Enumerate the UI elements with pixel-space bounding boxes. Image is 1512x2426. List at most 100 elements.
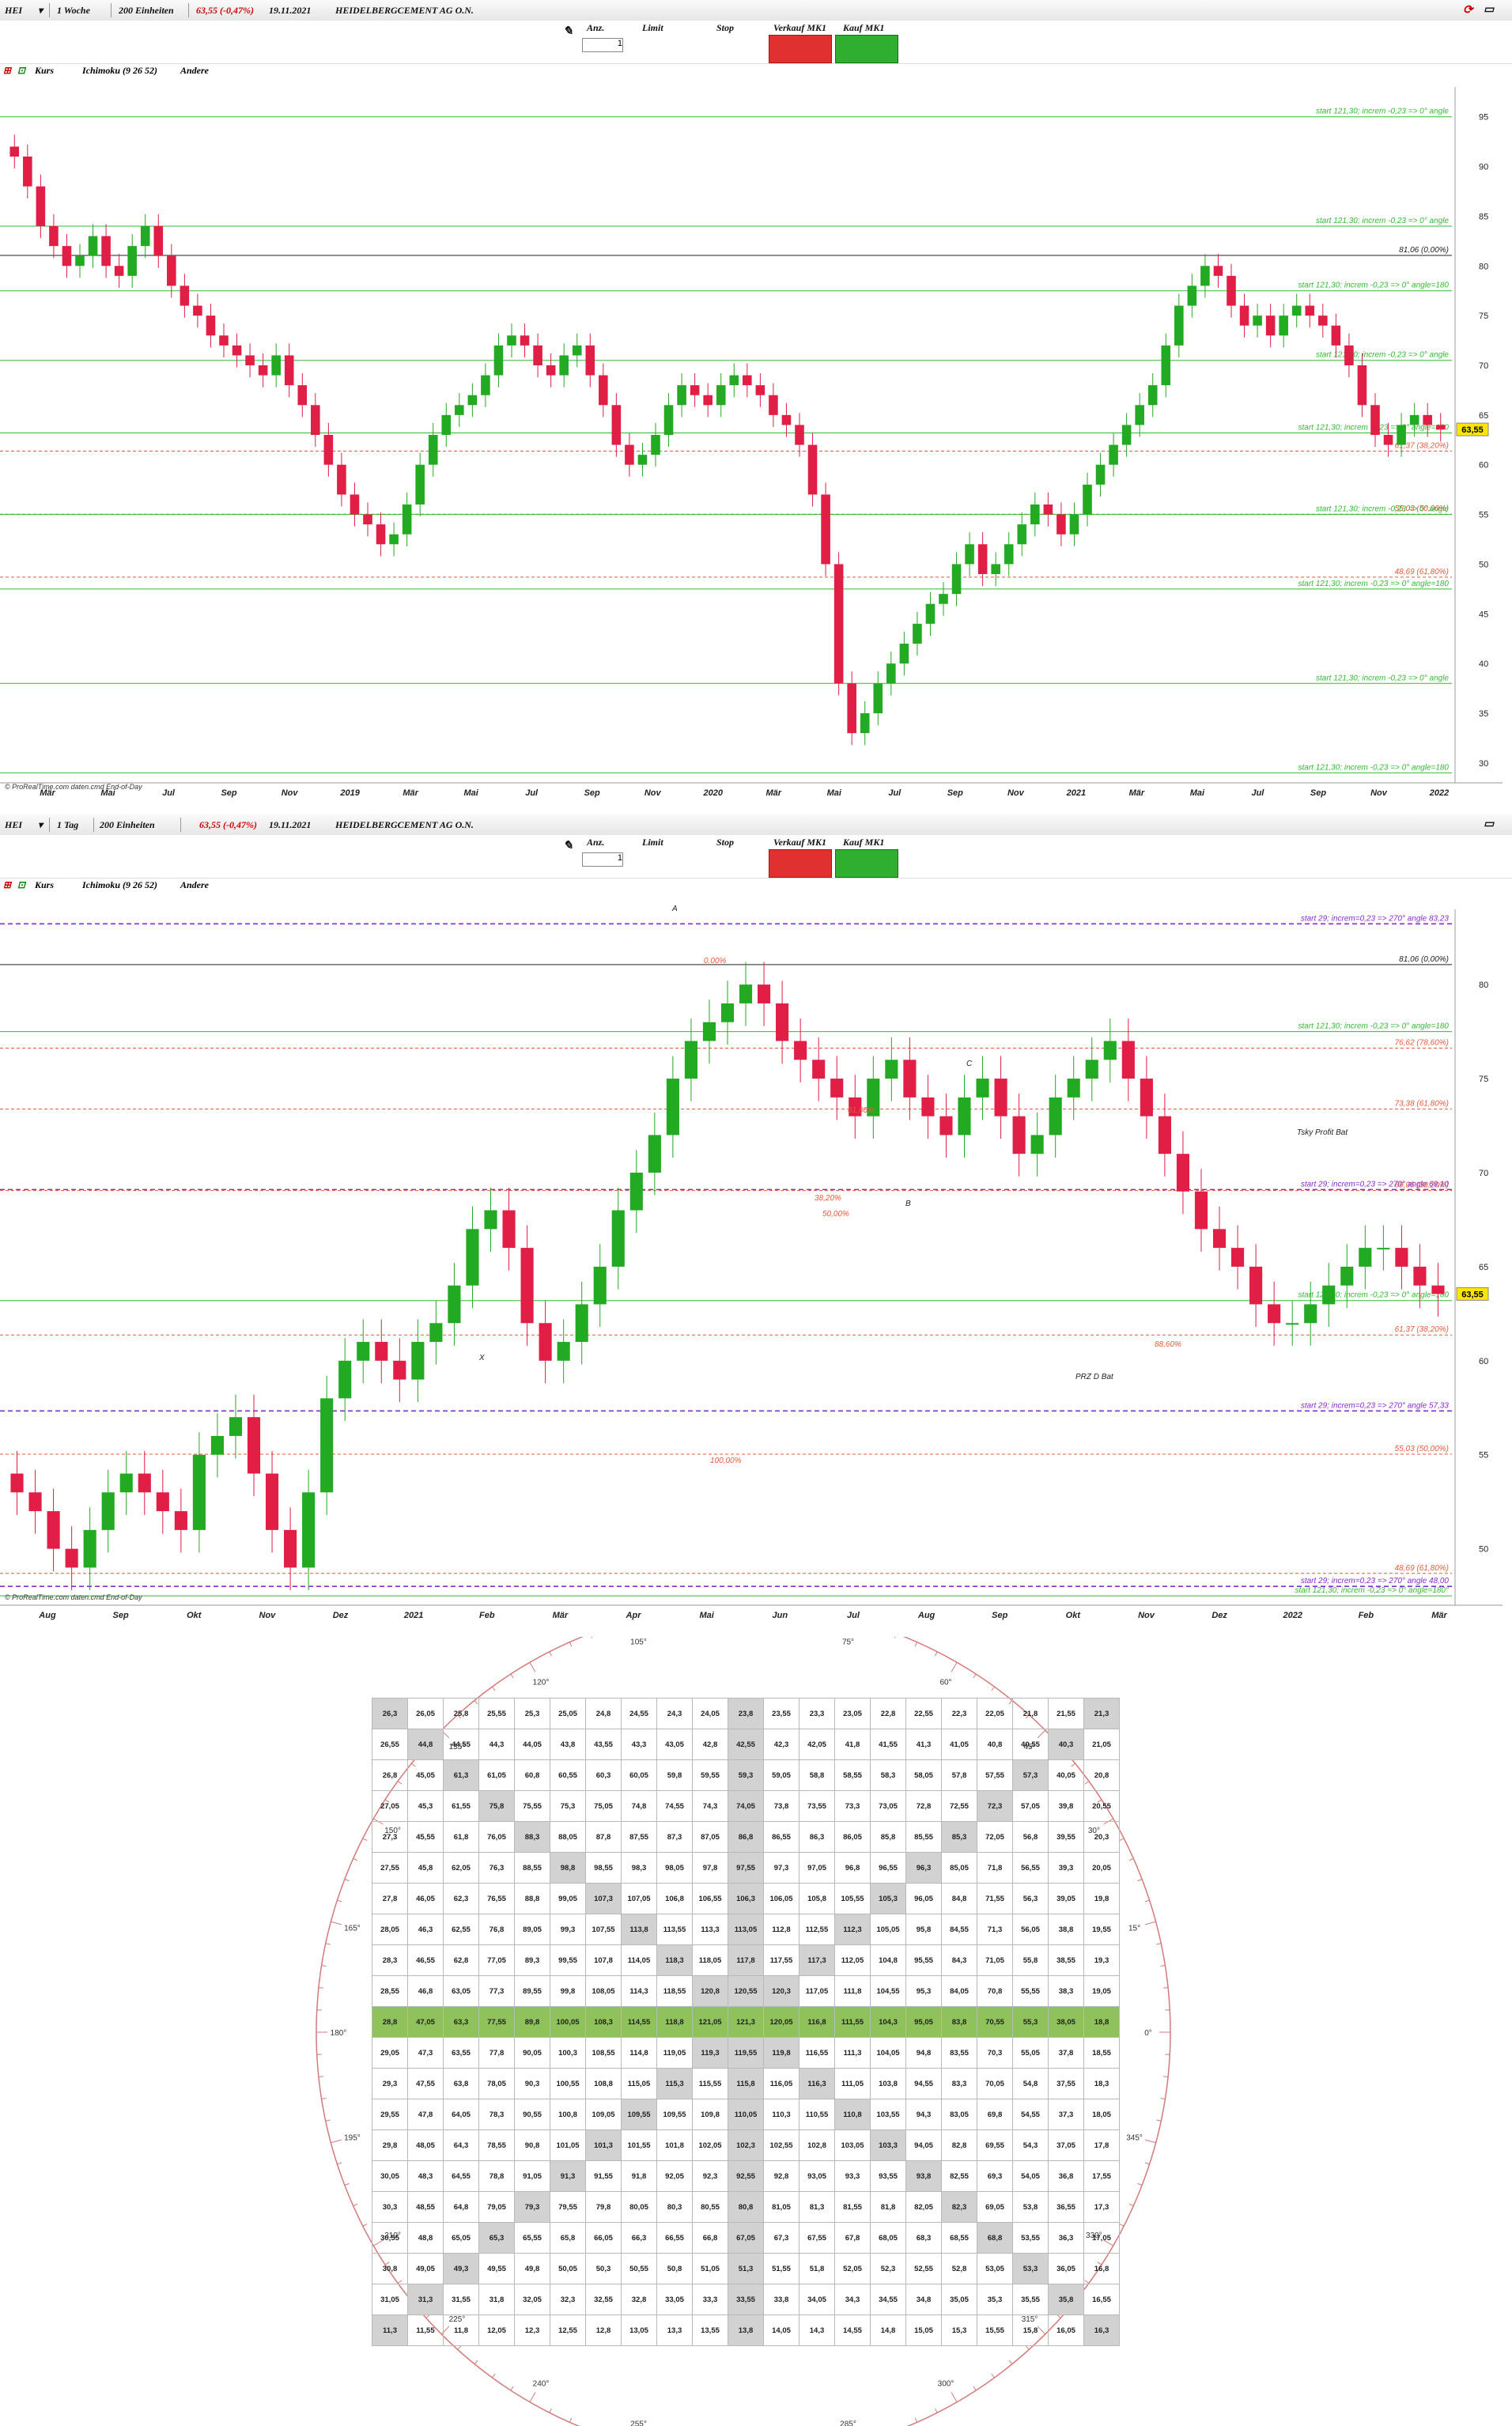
arrow-icon[interactable]: ⊡ [17, 65, 26, 76]
table-cell: 25,05 [550, 1698, 586, 1729]
indicator-kurs[interactable]: Kurs [35, 65, 55, 76]
buy-button[interactable] [835, 35, 898, 63]
wrench-icon[interactable]: ✎ [563, 25, 573, 38]
candle-body [258, 365, 268, 376]
quote-date: 19.11.2021 [269, 819, 312, 830]
table-cell: 34,55 [870, 2284, 906, 2315]
quantity-input[interactable]: 1 [582, 852, 623, 867]
table-cell: 45,3 [407, 1790, 444, 1822]
table-cell: 112,55 [799, 1914, 835, 1945]
table-cell: 18,55 [1083, 2037, 1120, 2069]
candle-body [958, 1097, 971, 1136]
angle-tick [321, 1965, 327, 1967]
candle-body [271, 355, 281, 376]
table-cell: 58,55 [834, 1759, 871, 1791]
x-tick-label: Aug [38, 1611, 56, 1620]
table-cell: 26,55 [372, 1729, 408, 1760]
indicator-kurs[interactable]: Kurs [35, 879, 55, 890]
table-cell: 110,55 [799, 2099, 835, 2130]
table-cell: 33,55 [728, 2284, 764, 2315]
indicator-other[interactable]: Andere [180, 879, 209, 890]
candle-body [873, 683, 883, 713]
candle-body [1305, 305, 1315, 316]
sell-button[interactable] [769, 849, 832, 878]
indicator-ichimoku[interactable]: Ichimoku (9 26 52) [82, 879, 158, 890]
indicator-other[interactable]: Andere [180, 65, 209, 76]
table-cell: 87,05 [692, 1821, 728, 1853]
table-cell: 89,55 [514, 1975, 550, 2007]
separator [188, 3, 189, 17]
interval-select[interactable]: 1 Woche [57, 5, 90, 16]
candle-body [101, 236, 111, 266]
candle-body [1174, 305, 1184, 346]
table-cell: 61,8 [443, 1821, 479, 1853]
sell-button[interactable] [769, 35, 832, 63]
candle-body [1109, 444, 1118, 465]
table-cell: 101,05 [550, 2129, 586, 2161]
table-cell: 55,8 [1012, 1944, 1049, 1976]
table-cell: 49,8 [514, 2253, 550, 2284]
indicator-ichimoku[interactable]: Ichimoku (9 26 52) [82, 65, 158, 76]
add-indicator-icon[interactable]: ⊞ [3, 65, 12, 76]
interval-select[interactable]: 1 Tag [57, 819, 79, 830]
table-cell: 87,55 [621, 1821, 657, 1853]
restore-window-icon[interactable]: ▭ [1484, 4, 1495, 16]
candle-body [65, 1548, 78, 1568]
pattern-annotation: B [905, 1200, 911, 1208]
wrench-icon[interactable]: ✎ [563, 840, 573, 852]
candle-body [140, 226, 150, 247]
candle-body [167, 255, 176, 286]
x-tick-label: Jun [773, 1611, 788, 1620]
y-tick-label: 65 [1479, 411, 1488, 421]
table-cell: 81,55 [834, 2191, 871, 2223]
bars-select[interactable]: 200 Einheiten [100, 819, 155, 830]
restore-window-icon[interactable]: ▭ [1484, 818, 1495, 830]
candle-body [1286, 1323, 1299, 1325]
candle-body [428, 435, 438, 465]
symbol-field[interactable]: HEI [5, 5, 23, 16]
table-cell: 82,8 [941, 2129, 977, 2161]
table-row: 30,8 49,05 49,3 49,55 49,8 50,05 50,3 50,55 50,8… [372, 2253, 1120, 2284]
candle-body [611, 405, 622, 445]
table-cell: 67,05 [728, 2222, 764, 2254]
table-cell: 105,55 [834, 1883, 871, 1914]
table-cell: 98,3 [621, 1852, 657, 1884]
table-cell: 31,05 [372, 2284, 408, 2315]
table-cell: 88,55 [514, 1852, 550, 1884]
table-cell: 17,55 [1083, 2160, 1120, 2192]
separator [49, 818, 50, 832]
table-cell: 60,55 [550, 1759, 586, 1791]
x-tick-label: Mär [1431, 1611, 1447, 1620]
symbol-field[interactable]: HEI [5, 819, 23, 830]
table-cell: 111,3 [834, 2037, 871, 2069]
angle-tick [1128, 1857, 1134, 1861]
bars-select[interactable]: 200 Einheiten [119, 5, 174, 16]
table-cell: 34,05 [799, 2284, 835, 2315]
table-cell: 69,55 [977, 2129, 1013, 2161]
angle-label: 285° [840, 2420, 856, 2426]
candle-body [899, 644, 909, 664]
symbol-dropdown-icon[interactable]: ▾ [38, 819, 43, 830]
table-cell: 111,05 [834, 2068, 871, 2099]
reference-line-label: start 121,30; increm -0,23 => 0° angle [1316, 351, 1449, 360]
table-cell: 13,55 [692, 2315, 728, 2346]
table-cell: 94,05 [905, 2129, 942, 2161]
table-cell: 65,55 [514, 2222, 550, 2254]
table-cell: 30,05 [372, 2160, 408, 2192]
table-cell: 63,05 [443, 1975, 479, 2007]
table-cell: 114,8 [621, 2037, 657, 2069]
candle-body [320, 1398, 334, 1493]
buy-button[interactable] [835, 849, 898, 878]
y-tick-label: 60 [1479, 461, 1488, 470]
symbol-dropdown-icon[interactable]: ▾ [38, 5, 43, 16]
arrow-icon[interactable]: ⊡ [17, 879, 26, 890]
add-indicator-icon[interactable]: ⊞ [3, 879, 12, 890]
candle-body [703, 395, 713, 406]
quantity-input[interactable]: 1 [582, 38, 623, 52]
candle-body [9, 146, 20, 157]
refresh-icon[interactable]: ⟳ [1463, 4, 1473, 17]
candle-body [702, 1022, 716, 1041]
table-cell: 42,3 [763, 1729, 799, 1760]
table-cell: 15,3 [941, 2315, 977, 2346]
y-tick-label: 80 [1479, 981, 1488, 990]
